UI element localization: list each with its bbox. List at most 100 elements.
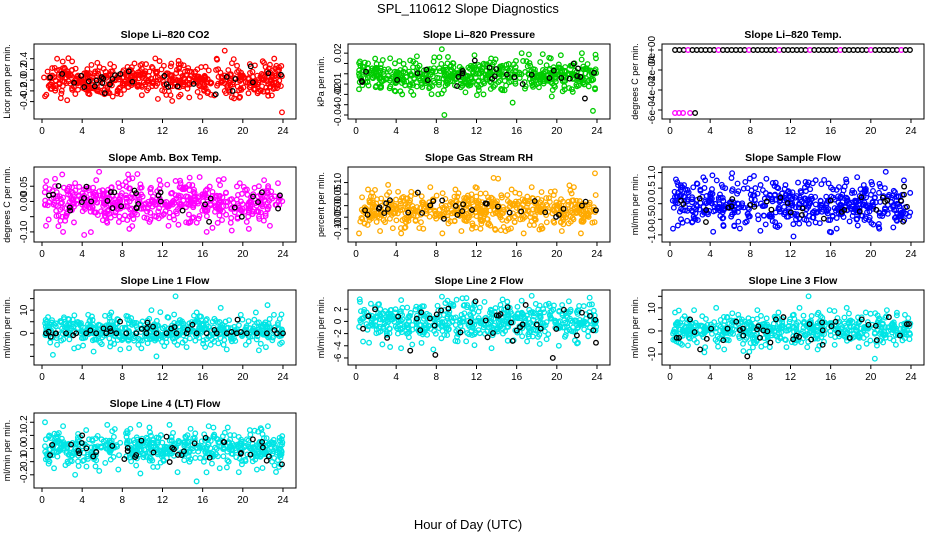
- data-point: [750, 173, 757, 179]
- data-point: [471, 342, 478, 349]
- x-axis: 0 4 8 12 16 20 24: [353, 242, 603, 260]
- x-tick-label: 24: [277, 372, 289, 383]
- data-point: [907, 189, 914, 196]
- data-point: [374, 66, 381, 73]
- data-point: [558, 228, 565, 235]
- overlay-point: [81, 195, 87, 202]
- data-point: [863, 340, 870, 347]
- y-tick-label: 10: [647, 302, 658, 314]
- data-point: [42, 201, 49, 208]
- data-point: [690, 184, 697, 191]
- data-point: [114, 90, 121, 97]
- data-point: [373, 69, 380, 75]
- panel-title: Slope Li–820 Pressure: [423, 29, 535, 41]
- data-point: [146, 201, 153, 208]
- data-point: [404, 304, 411, 311]
- x-tick-label: 4: [79, 372, 85, 383]
- data-point: [156, 177, 163, 184]
- data-point: [427, 184, 434, 191]
- y-tick-label: -0.01: [333, 72, 344, 95]
- data-point: [783, 344, 790, 351]
- plot-frame: [33, 43, 297, 120]
- data-point: [249, 68, 256, 75]
- data-point: [548, 93, 555, 100]
- x-tick-label: 24: [591, 249, 603, 260]
- data-point: [222, 190, 229, 197]
- overlay-point: [486, 64, 493, 71]
- data-point: [143, 61, 149, 68]
- data-point: [433, 192, 440, 199]
- data-point: [245, 318, 252, 325]
- data-point: [407, 72, 414, 79]
- data-point: [570, 184, 577, 191]
- y-axis: -0.10-0.050.000.050.10: [333, 172, 348, 240]
- data-point: [740, 348, 747, 354]
- data-point: [482, 74, 489, 81]
- data-point: [882, 168, 889, 175]
- data-point: [202, 187, 209, 194]
- data-point: [177, 203, 183, 210]
- data-point: [438, 60, 445, 67]
- overlay-point: [133, 205, 140, 212]
- overlay-point: [179, 207, 186, 214]
- data-point: [569, 75, 576, 82]
- data-point: [85, 86, 92, 92]
- data-point: [200, 192, 207, 199]
- x-tick-label: 8: [748, 126, 754, 137]
- data-point: [203, 228, 210, 235]
- data-point: [689, 199, 695, 206]
- data-point: [473, 193, 480, 200]
- data-point: [818, 181, 825, 188]
- overlay-point: [157, 189, 164, 196]
- x-tick-label: 12: [471, 126, 483, 137]
- data-point: [220, 176, 227, 182]
- data-point: [57, 95, 64, 102]
- data-point: [155, 208, 162, 215]
- data-point: [201, 87, 208, 94]
- data-point: [193, 73, 200, 80]
- series-points: [42, 293, 286, 360]
- data-point: [674, 222, 681, 229]
- data-point: [221, 80, 228, 87]
- data-point: [812, 201, 819, 208]
- overlay-point: [424, 77, 431, 84]
- x-tick-label: 16: [197, 249, 209, 260]
- data-point: [270, 311, 277, 318]
- data-point: [492, 56, 499, 63]
- data-point: [377, 228, 384, 235]
- data-point: [450, 60, 457, 67]
- data-point: [804, 344, 811, 351]
- x-tick-label: 8: [120, 372, 126, 383]
- data-point: [186, 76, 193, 83]
- x-tick-label: 16: [197, 372, 209, 383]
- data-point: [184, 85, 191, 92]
- data-point: [746, 348, 753, 355]
- data-point: [171, 311, 178, 318]
- x-axis: 0 4 8 12 16 20 24: [353, 119, 603, 137]
- x-tick-label: 20: [865, 249, 877, 260]
- data-point: [400, 68, 407, 75]
- y-tick-label: 0: [333, 318, 344, 324]
- data-point: [141, 214, 148, 221]
- overlay-point: [99, 80, 106, 86]
- data-point: [279, 198, 286, 205]
- data-point: [264, 206, 271, 213]
- data-point: [260, 217, 267, 224]
- data-point: [65, 55, 72, 62]
- data-point: [209, 224, 216, 231]
- data-point: [410, 58, 417, 65]
- overlay-point: [83, 183, 90, 190]
- overlay-point: [59, 70, 66, 77]
- data-point: [166, 214, 173, 221]
- data-point: [104, 211, 111, 218]
- data-point: [194, 89, 201, 95]
- data-point: [855, 344, 862, 351]
- data-point: [497, 227, 504, 234]
- y-axis-label: percent per min.: [316, 172, 326, 237]
- data-point: [398, 345, 405, 352]
- data-point: [372, 186, 378, 193]
- data-point: [72, 91, 79, 97]
- data-point: [264, 200, 271, 206]
- data-point: [60, 228, 67, 235]
- y-tick-label: 0.0: [19, 73, 30, 87]
